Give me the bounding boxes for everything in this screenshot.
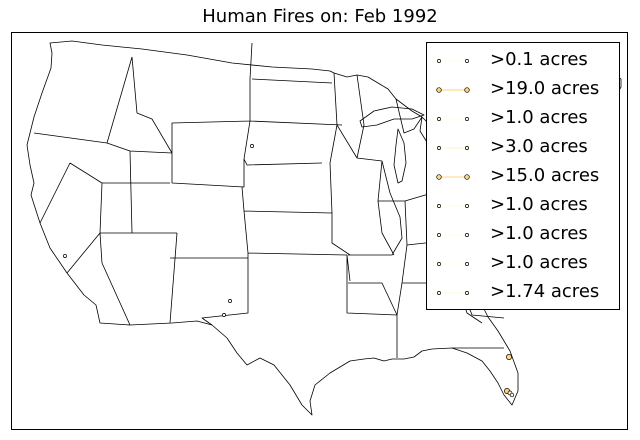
map-legend: >0.1 acres >19.0 acres >1.0 acres >3.0 acre… [426,42,620,310]
legend-label: >15.0 acres [490,165,600,186]
legend-label: >19.0 acres [490,78,600,99]
fire-point [228,299,232,303]
legend-marker-icon [437,262,469,266]
legend-marker-icon [437,204,469,208]
fire-point [250,144,254,148]
fire-point [63,254,67,258]
legend-marker-icon [437,117,469,121]
legend-label: >3.0 acres [490,136,588,157]
legend-label: >1.0 acres [490,194,588,215]
legend-item: >3.0 acres [427,133,619,162]
legend-marker-icon [436,174,470,180]
fire-point [509,392,515,398]
legend-item: >1.0 acres [427,220,619,249]
legend-item: >19.0 acres [427,75,619,104]
legend-marker-icon [437,291,469,295]
legend-label: >0.1 acres [490,49,588,70]
legend-marker-icon [437,146,469,150]
legend-label: >1.0 acres [490,223,588,244]
lake-superior [359,106,425,128]
legend-marker-icon [437,59,469,63]
fire-point [222,313,226,317]
legend-item: >1.74 acres [427,278,619,307]
legend-item: >0.1 acres [427,46,619,75]
legend-label: >1.74 acres [490,281,600,302]
lake-michigan [393,128,407,184]
fire-point [506,354,512,360]
legend-item: >1.0 acres [427,104,619,133]
fire-points [63,144,515,398]
legend-item: >15.0 acres [427,162,619,191]
legend-item: >1.0 acres [427,249,619,278]
legend-marker-icon [436,87,470,93]
legend-marker-icon [437,233,469,237]
map-title: Human Fires on: Feb 1992 [202,6,438,27]
legend-label: >1.0 acres [490,107,588,128]
legend-label: >1.0 acres [490,252,588,273]
legend-item: >1.0 acres [427,191,619,220]
